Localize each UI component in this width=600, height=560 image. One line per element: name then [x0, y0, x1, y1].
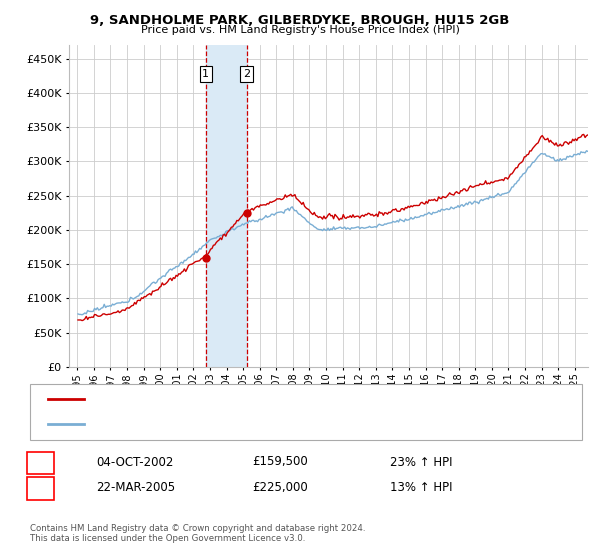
Bar: [206, 45, 247, 367]
Text: £225,000: £225,000: [252, 480, 308, 494]
Text: 2: 2: [38, 480, 46, 494]
Text: 04-OCT-2002: 04-OCT-2002: [96, 455, 173, 469]
Text: 9, SANDHOLME PARK, GILBERDYKE, BROUGH, HU15 2GB: 9, SANDHOLME PARK, GILBERDYKE, BROUGH, H…: [91, 14, 509, 27]
Text: 2: 2: [243, 69, 250, 79]
Text: £159,500: £159,500: [252, 455, 308, 469]
Text: 1: 1: [202, 69, 209, 79]
Text: HPI: Average price, detached house, East Riding of Yorkshire: HPI: Average price, detached house, East…: [90, 419, 406, 429]
Text: 13% ↑ HPI: 13% ↑ HPI: [390, 480, 452, 494]
Text: 9, SANDHOLME PARK, GILBERDYKE, BROUGH, HU15 2GB (detached house): 9, SANDHOLME PARK, GILBERDYKE, BROUGH, H…: [90, 394, 479, 404]
Text: Contains HM Land Registry data © Crown copyright and database right 2024.
This d: Contains HM Land Registry data © Crown c…: [30, 524, 365, 543]
Text: 23% ↑ HPI: 23% ↑ HPI: [390, 455, 452, 469]
Text: Price paid vs. HM Land Registry's House Price Index (HPI): Price paid vs. HM Land Registry's House …: [140, 25, 460, 35]
Text: 22-MAR-2005: 22-MAR-2005: [96, 480, 175, 494]
Text: 1: 1: [38, 455, 46, 469]
